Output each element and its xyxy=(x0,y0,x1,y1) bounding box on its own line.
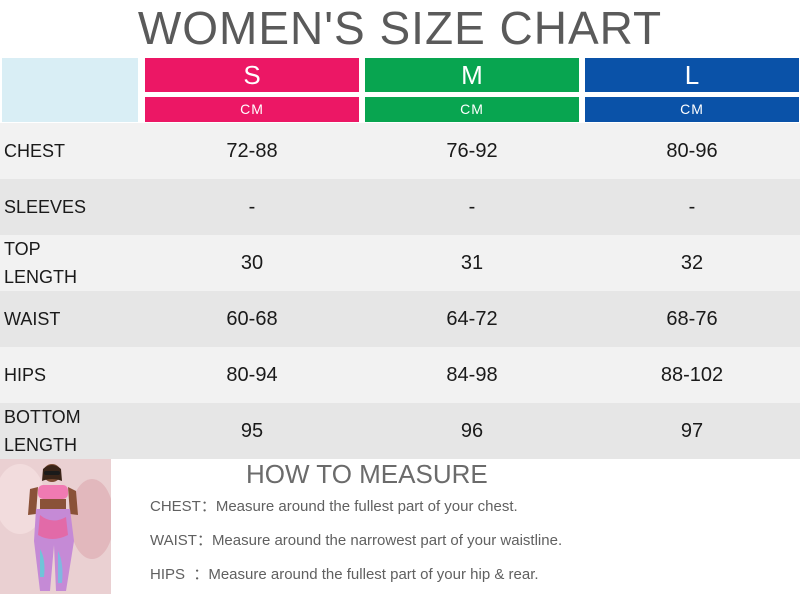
cell-s: - xyxy=(248,196,256,218)
row-label: TOP LENGTH xyxy=(4,239,78,287)
cell-l: - xyxy=(688,196,696,218)
row-label: HIPS xyxy=(4,365,47,385)
table-row-sleeves: SLEEVES - - - xyxy=(0,179,800,235)
cell-m: 76-92 xyxy=(446,140,498,162)
row-label: SLEEVES xyxy=(4,197,87,217)
cell-l: 68-76 xyxy=(666,308,718,330)
size-l-unit: CM xyxy=(585,97,799,122)
measure-hips-text: HIPS ：Measure around the fullest part of… xyxy=(150,566,539,583)
table-row-hips: HIPS 80-94 84-98 88-102 xyxy=(0,347,800,403)
measure-waist-text: WAIST：Measure around the narrowest part … xyxy=(150,532,563,549)
cell-l: 80-96 xyxy=(666,140,718,162)
measure-chest-text: CHEST：Measure around the fullest part of… xyxy=(150,498,518,515)
cell-m: - xyxy=(468,196,476,218)
size-l-header: L xyxy=(585,58,799,92)
cell-s: 72-88 xyxy=(226,140,278,162)
cell-m: 31 xyxy=(460,252,484,274)
cell-l: 88-102 xyxy=(660,364,724,386)
size-s-unit: CM xyxy=(145,97,359,122)
cell-s: 30 xyxy=(240,252,264,274)
table-row-top-length: TOP LENGTH 30 31 32 xyxy=(0,235,800,291)
how-to-measure-title: HOW TO MEASURE xyxy=(246,459,488,489)
row-label: CHEST xyxy=(4,141,66,161)
cell-m: 64-72 xyxy=(446,308,498,330)
cell-s: 80-94 xyxy=(226,364,278,386)
cell-s: 95 xyxy=(240,420,264,442)
cell-m: 84-98 xyxy=(446,364,498,386)
size-s-header: S xyxy=(145,58,359,92)
table-row-waist: WAIST 60-68 64-72 68-76 xyxy=(0,291,800,347)
page-title: WOMEN'S SIZE CHART xyxy=(137,2,663,54)
cell-l: 32 xyxy=(680,252,704,274)
table-row-chest: CHEST 72-88 76-92 80-96 xyxy=(0,123,800,179)
cell-l: 97 xyxy=(680,420,704,442)
row-label: BOTTOM LENGTH xyxy=(4,407,81,455)
table-row-bottom-length: BOTTOM LENGTH 95 96 97 xyxy=(0,403,800,459)
row-label: WAIST xyxy=(4,309,61,329)
model-photo xyxy=(0,459,111,594)
model-illustration xyxy=(0,459,111,594)
cell-s: 60-68 xyxy=(226,308,278,330)
size-m-header: M xyxy=(365,58,579,92)
size-m-unit: CM xyxy=(365,97,579,122)
cell-m: 96 xyxy=(460,420,484,442)
header-corner xyxy=(2,58,138,122)
